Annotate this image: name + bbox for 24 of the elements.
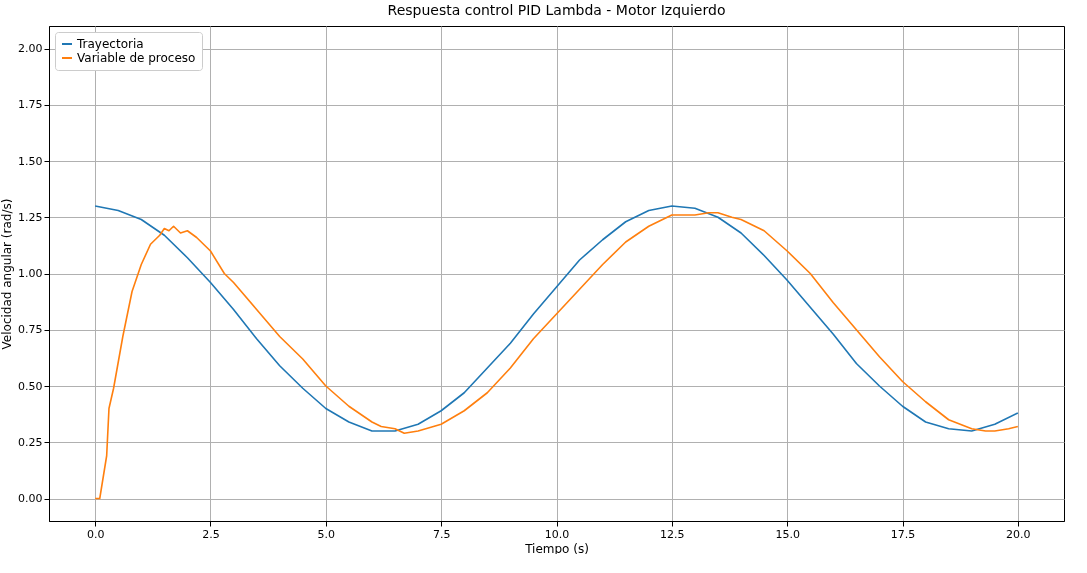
y-tick-label: 1.50 [18,154,43,168]
y-axis-title: Velocidad angular (rad/s) [0,198,15,350]
y-tick-label: 1.25 [18,210,43,224]
y-tick-label: 0.50 [18,379,43,393]
legend-label: Trayectoria [76,37,144,51]
x-tick-label: 0.0 [86,527,105,541]
x-tick-label: 15.0 [775,527,800,541]
line-series [94,205,1019,432]
y-tick-label: 0.00 [18,492,43,505]
line-series [94,211,1019,500]
x-tick-label: 20.0 [1006,527,1031,541]
y-tick-label: 0.25 [18,435,43,449]
y-tick-label: 0.75 [18,323,43,337]
y-tick-label: 2.00 [18,42,43,55]
x-tick-label: 10.0 [544,527,570,541]
chart-title: Respuesta control PID Lambda - Motor Izquierdo [387,2,726,18]
y-tick-label: 1.00 [18,267,43,280]
x-tick-label: 17.5 [890,527,916,541]
x-tick-label: 7.5 [432,527,451,541]
x-tick-label: 12.5 [660,527,685,541]
x-tick-label: 5.0 [317,527,336,541]
y-tick-label: 1.75 [18,98,43,112]
legend-label: Variable de proceso [77,51,196,65]
x-tick-label: 2.5 [202,527,220,541]
